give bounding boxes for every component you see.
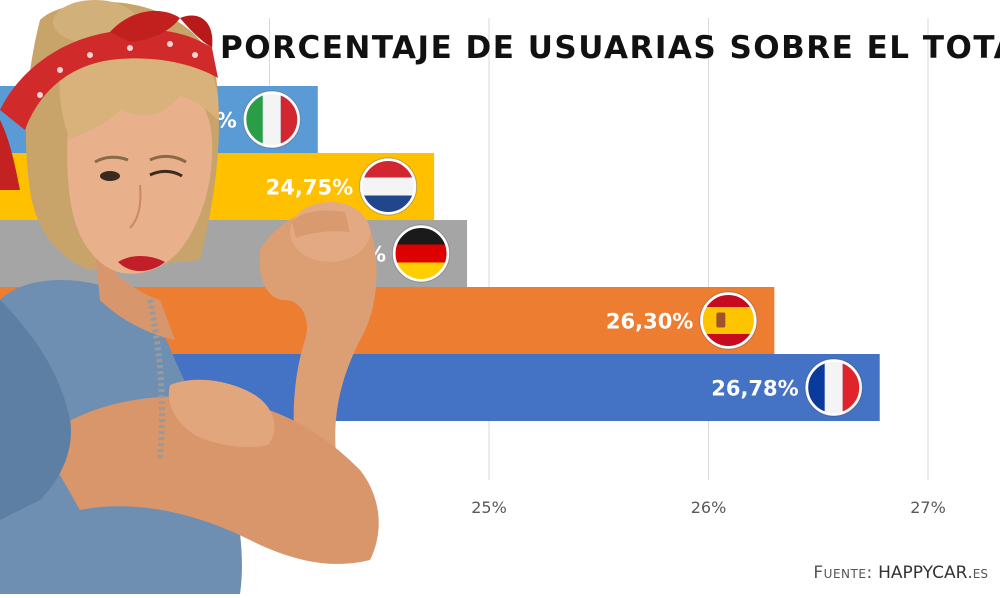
source-credit: Fuente: HAPPYCAR.es [813, 563, 988, 583]
x-tick-label: 25% [471, 498, 507, 517]
source-tld: .es [967, 563, 988, 583]
chart-title: PORCENTAJE DE USUARIAS SOBRE EL TOTAL [220, 30, 1000, 66]
bar-value-label: 26,30% [606, 310, 693, 334]
source-brand: HAPPYCAR [878, 563, 968, 583]
netherlands-flag-icon [359, 157, 418, 216]
germany-flag-icon [392, 224, 451, 283]
x-tick-label: 27% [910, 498, 946, 517]
bar-value-label: 26,78% [711, 377, 798, 401]
x-tick-label: 26% [691, 498, 727, 517]
source-prefix: Fuente: [813, 563, 873, 583]
france-flag-icon [804, 358, 863, 417]
spain-flag-icon [699, 291, 758, 350]
bar-value-label: 24,75% [266, 176, 353, 200]
model-photo [0, 0, 379, 594]
italy-flag-icon [242, 90, 301, 149]
